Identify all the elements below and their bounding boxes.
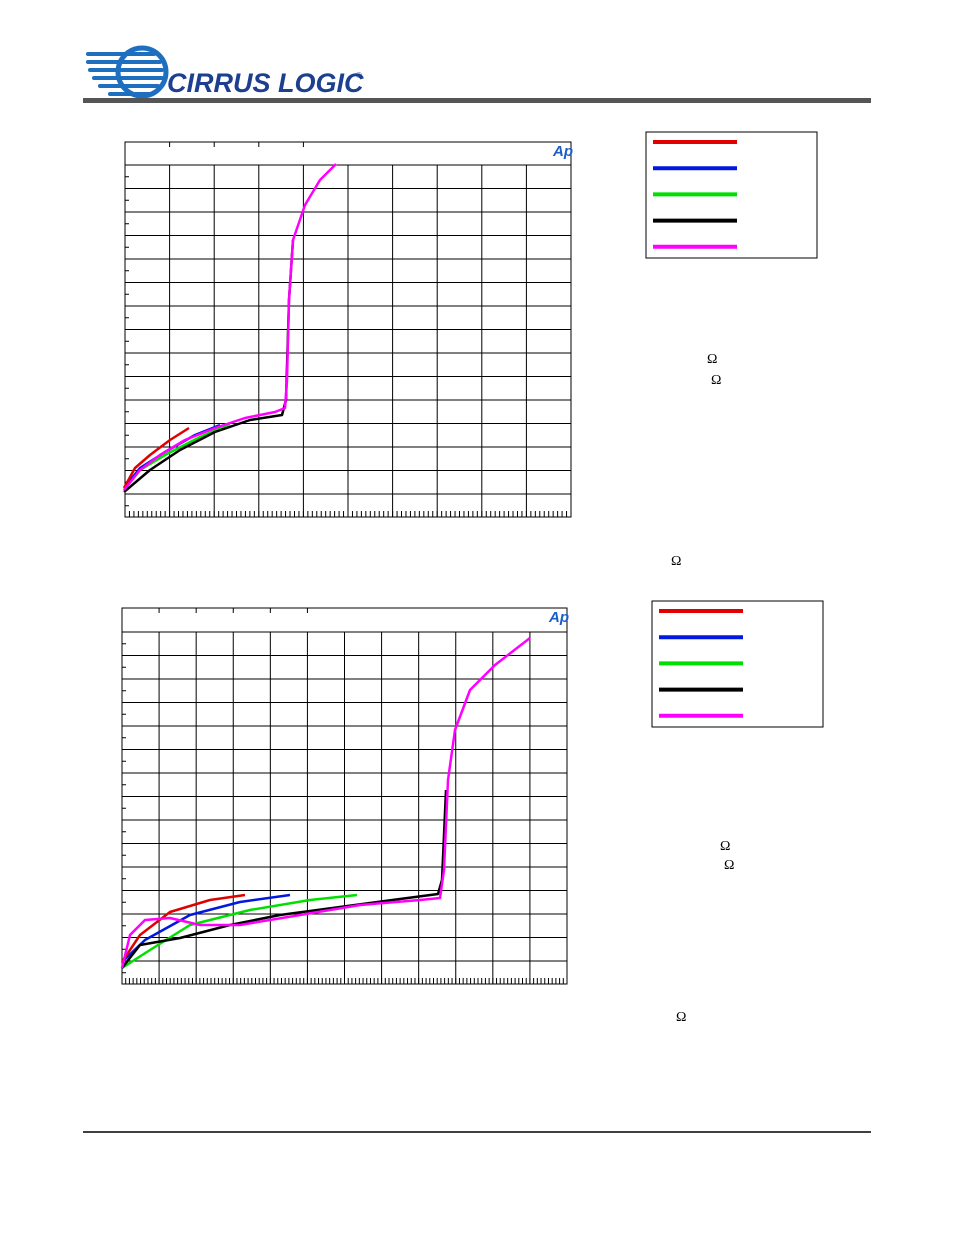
note-symbol: Ω bbox=[676, 1010, 686, 1025]
grid bbox=[121, 607, 568, 985]
plot-curves bbox=[120, 163, 531, 970]
grid bbox=[124, 141, 572, 518]
logo-text: CIRRUS LOGIC bbox=[167, 68, 364, 98]
note-symbol: Ω bbox=[707, 352, 717, 367]
ap-watermark: Ap bbox=[552, 143, 573, 160]
ap-watermark: Ap bbox=[548, 609, 569, 626]
note-symbol: Ω bbox=[711, 373, 721, 388]
note-symbol: Ω bbox=[724, 858, 734, 873]
logo: CIRRUS LOGIC ® bbox=[86, 45, 364, 99]
note-symbol: Ω bbox=[720, 839, 730, 854]
note-symbol: Ω bbox=[671, 554, 681, 569]
header-rule bbox=[83, 98, 871, 103]
registered-mark: ® bbox=[356, 71, 362, 80]
